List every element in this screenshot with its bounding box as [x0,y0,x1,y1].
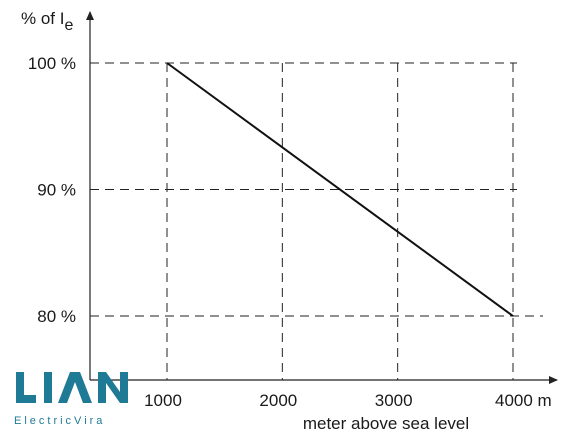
x-tick-label-1: 2000 [259,391,297,410]
y-tick-label-2: 80 % [37,307,76,326]
axes [86,11,558,384]
y-tick-label-1: 90 % [37,181,76,200]
x-tick-label-2: 3000 [375,391,413,410]
y-tick-labels: 100 % 90 % 80 % [28,54,76,326]
x-tick-labels: 1000 2000 3000 4000 m [144,391,552,410]
y-tick-label-0: 100 % [28,54,76,73]
x-axis-title: meter above sea level [303,414,469,433]
x-tick-label-0: 1000 [144,391,182,410]
logo-subtext: ElectricVira [14,415,105,427]
y-axis-title: % of Ie [21,9,73,34]
lian-logo-watermark: ElectricVira [14,372,128,427]
grid-lines [90,62,543,380]
series [166,62,514,317]
series-line-0 [166,62,514,317]
x-tick-label-3: 4000 m [495,391,552,410]
